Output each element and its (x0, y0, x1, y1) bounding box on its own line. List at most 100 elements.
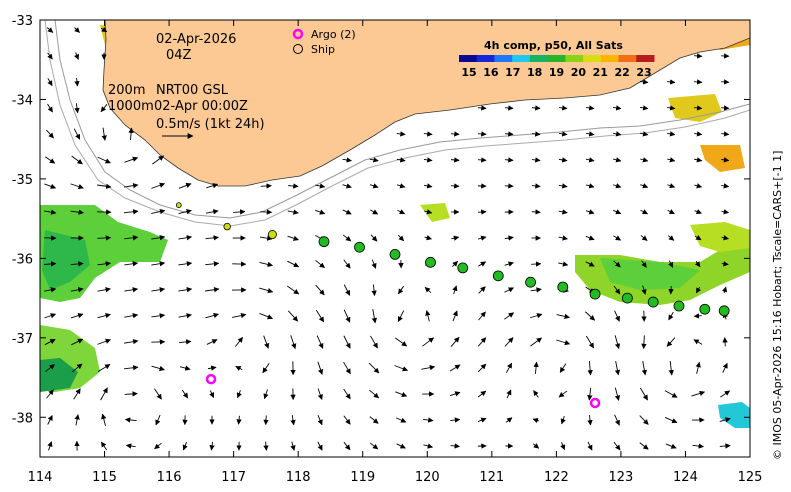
current-arrow (44, 156, 56, 164)
current-arrow (477, 105, 487, 111)
colorbar-swatch (529, 55, 549, 62)
current-arrow (394, 365, 409, 372)
current-arrow (640, 387, 648, 401)
current-arrow (46, 129, 54, 139)
current-arrow (560, 442, 566, 451)
colorbar-swatch (618, 55, 637, 62)
current-arrow (179, 365, 191, 371)
current-arrow (368, 362, 380, 374)
current-arrow (97, 183, 112, 189)
current-arrow (343, 259, 351, 269)
ship-marker (354, 241, 365, 253)
current-arrow (124, 391, 138, 397)
colorbar-swatch (565, 55, 584, 62)
current-arrow (504, 337, 514, 347)
current-arrow (369, 389, 380, 399)
current-arrow (287, 260, 300, 268)
current-arrow (97, 312, 111, 319)
current-arrow (721, 209, 730, 215)
current-arrow (263, 335, 270, 349)
current-arrow (71, 338, 84, 346)
current-arrow (342, 183, 352, 189)
current-arrow (123, 209, 139, 215)
current-arrow (395, 337, 408, 347)
current-arrow (423, 183, 433, 189)
current-arrow (692, 443, 704, 449)
date-label: 02-Apr-2026 (156, 32, 236, 47)
ship-marker (175, 202, 182, 209)
depth2-label: 1000m (108, 99, 154, 114)
current-arrow (585, 261, 595, 267)
colorbar-tick-label: 18 (527, 66, 542, 79)
current-arrow (124, 235, 139, 241)
current-arrow (124, 261, 139, 267)
current-arrow (614, 310, 620, 322)
current-arrow (664, 390, 678, 398)
current-arrow (478, 286, 486, 294)
current-arrow (369, 183, 379, 189)
current-arrow (452, 260, 459, 268)
current-arrow (100, 441, 108, 451)
current-arrow (46, 27, 54, 33)
product-label: NRT00 GSL (156, 83, 229, 98)
ship-marker (267, 230, 277, 240)
current-arrow (316, 335, 324, 349)
current-arrow (477, 131, 487, 137)
lon-tick-label: 118 (286, 470, 311, 485)
current-arrow (504, 105, 514, 111)
current-arrow (370, 234, 378, 242)
current-arrow (97, 287, 111, 293)
current-arrow (343, 335, 351, 349)
current-arrow (504, 235, 514, 241)
current-arrow (396, 183, 406, 189)
current-arrow (721, 79, 730, 85)
lon-tick-label: 117 (221, 470, 246, 485)
colorbar-swatch (459, 55, 478, 62)
black-circle-icon (293, 44, 303, 54)
current-arrow (124, 338, 139, 345)
current-arrow (450, 443, 460, 449)
current-arrow (450, 183, 460, 189)
current-arrow (370, 209, 379, 215)
current-arrow (585, 335, 595, 349)
current-arrow (640, 79, 649, 85)
current-arrow (343, 284, 351, 296)
current-arrow (694, 209, 702, 215)
current-arrow (396, 443, 406, 449)
current-arrow (343, 388, 351, 400)
copyright-label: © IMOS 05-Apr-2026 15:16 Hobart; Tscale=… (771, 151, 784, 460)
current-arrow (721, 157, 730, 163)
ship-marker (389, 248, 401, 260)
current-arrow (585, 183, 595, 189)
current-arrow (614, 361, 621, 376)
current-arrow (585, 157, 595, 163)
current-arrow (506, 389, 512, 399)
current-arrow (587, 360, 593, 376)
current-arrow (152, 155, 165, 165)
current-arrow (124, 156, 139, 163)
current-arrow (205, 312, 220, 319)
current-arrow (395, 391, 408, 397)
ship-marker (457, 262, 469, 274)
ship-marker (718, 305, 730, 317)
current-arrow (178, 287, 193, 293)
current-arrow (665, 443, 677, 449)
current-arrow (477, 209, 487, 215)
colorbar-tick-label: 16 (483, 66, 499, 79)
colorbar-tick-label: 22 (614, 66, 629, 79)
current-arrow (693, 339, 703, 345)
lat-tick-label: -33 (12, 14, 33, 29)
current-arrow (639, 415, 649, 425)
current-arrow (182, 441, 188, 451)
lat-tick-label: -38 (12, 411, 33, 426)
current-arrow (317, 415, 323, 426)
plot-area (40, 20, 750, 457)
current-arrow (693, 313, 702, 319)
current-arrow (343, 361, 351, 375)
current-arrow (125, 443, 136, 449)
current-arrow (342, 209, 352, 215)
analysis-time: 02-Apr 00:00Z (154, 99, 248, 114)
current-arrow (612, 157, 622, 163)
current-arrow (585, 105, 595, 111)
current-arrow (585, 235, 595, 241)
